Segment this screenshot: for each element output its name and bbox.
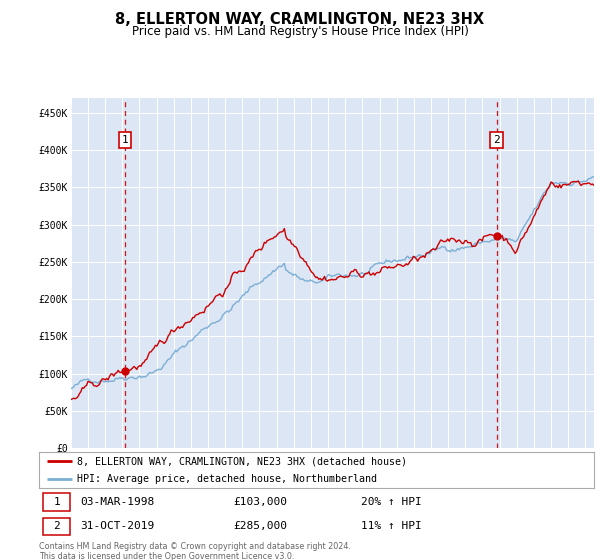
Text: 31-OCT-2019: 31-OCT-2019 (80, 521, 155, 531)
Text: 11% ↑ HPI: 11% ↑ HPI (361, 521, 422, 531)
Text: 1: 1 (122, 135, 128, 145)
Text: 8, ELLERTON WAY, CRAMLINGTON, NE23 3HX: 8, ELLERTON WAY, CRAMLINGTON, NE23 3HX (115, 12, 485, 27)
Bar (119, 132, 131, 148)
Text: £285,000: £285,000 (233, 521, 287, 531)
Bar (490, 132, 503, 148)
Text: 20% ↑ HPI: 20% ↑ HPI (361, 497, 422, 507)
Bar (43, 517, 70, 535)
Text: HPI: Average price, detached house, Northumberland: HPI: Average price, detached house, Nort… (77, 474, 377, 484)
Bar (43, 493, 70, 511)
Text: 8, ELLERTON WAY, CRAMLINGTON, NE23 3HX (detached house): 8, ELLERTON WAY, CRAMLINGTON, NE23 3HX (… (77, 456, 407, 466)
Text: Contains HM Land Registry data © Crown copyright and database right 2024.
This d: Contains HM Land Registry data © Crown c… (39, 542, 351, 560)
Text: £103,000: £103,000 (233, 497, 287, 507)
Text: 03-MAR-1998: 03-MAR-1998 (80, 497, 155, 507)
Text: 2: 2 (53, 521, 60, 531)
Text: Price paid vs. HM Land Registry's House Price Index (HPI): Price paid vs. HM Land Registry's House … (131, 25, 469, 38)
Text: 1: 1 (53, 497, 60, 507)
Text: 2: 2 (493, 135, 500, 145)
